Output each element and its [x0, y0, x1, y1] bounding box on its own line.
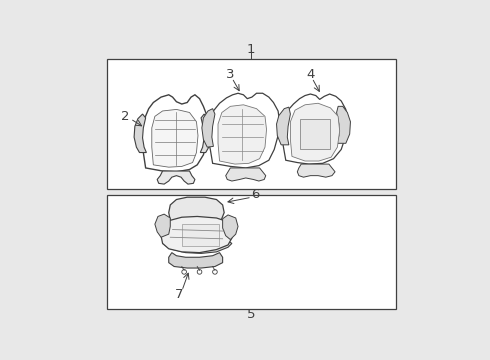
Text: 4: 4: [306, 68, 315, 81]
Text: 5: 5: [247, 308, 255, 321]
FancyBboxPatch shape: [300, 119, 330, 149]
PathPatch shape: [140, 95, 209, 172]
Text: 2: 2: [122, 110, 130, 123]
PathPatch shape: [226, 168, 266, 181]
PathPatch shape: [155, 214, 171, 237]
PathPatch shape: [169, 197, 224, 226]
PathPatch shape: [218, 105, 267, 164]
PathPatch shape: [134, 114, 147, 153]
Bar: [107, 195, 396, 309]
PathPatch shape: [297, 164, 335, 177]
PathPatch shape: [161, 216, 233, 253]
PathPatch shape: [222, 215, 238, 239]
Text: 7: 7: [175, 288, 184, 301]
PathPatch shape: [202, 109, 215, 147]
PathPatch shape: [207, 93, 280, 168]
Text: 1: 1: [247, 43, 255, 56]
FancyBboxPatch shape: [182, 224, 219, 246]
PathPatch shape: [291, 103, 340, 161]
PathPatch shape: [281, 94, 347, 164]
PathPatch shape: [169, 253, 222, 268]
Bar: [107, 59, 396, 189]
PathPatch shape: [157, 171, 195, 184]
PathPatch shape: [152, 109, 198, 167]
PathPatch shape: [163, 241, 232, 253]
PathPatch shape: [276, 107, 291, 145]
Text: 3: 3: [226, 68, 235, 81]
Text: 6: 6: [251, 188, 259, 201]
PathPatch shape: [200, 114, 211, 153]
PathPatch shape: [337, 106, 350, 143]
